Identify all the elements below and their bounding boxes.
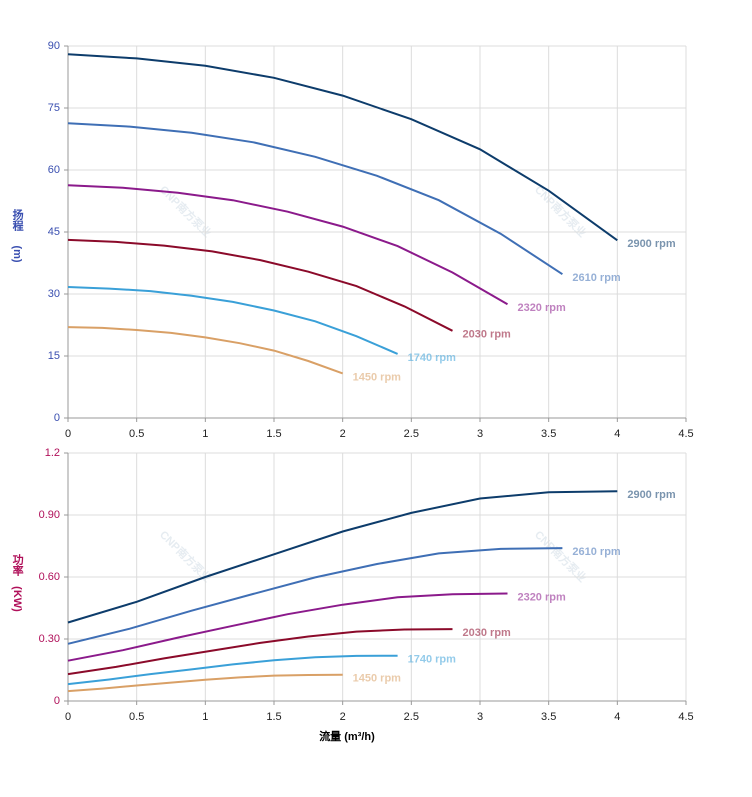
y-tick-label: 45 <box>48 226 60 238</box>
x-tick-label: 0 <box>65 711 71 723</box>
x-tick-label: 3 <box>477 428 483 440</box>
y-tick-label: 15 <box>48 350 60 362</box>
x-tick-label: 3 <box>477 711 483 723</box>
series-label: 2900 rpm <box>627 489 676 501</box>
x-tick-label: 4.5 <box>678 711 693 723</box>
y-tick-label: 75 <box>48 102 60 114</box>
series-label: 2610 rpm <box>572 546 621 558</box>
x-tick-label: 2 <box>340 428 346 440</box>
x-tick-label: 2.5 <box>404 711 419 723</box>
y-tick-label: 60 <box>48 164 60 176</box>
line-series <box>67 654 398 686</box>
x-tick-label: 1 <box>202 428 208 440</box>
series-label: 2610 rpm <box>572 272 621 284</box>
y-tick-label: 0.30 <box>39 633 60 645</box>
line-series <box>67 184 509 306</box>
line-series <box>67 673 343 693</box>
x-tick-label: 1.5 <box>266 711 281 723</box>
x-tick-label: 0.5 <box>129 428 144 440</box>
series-label: 2320 rpm <box>517 302 566 314</box>
line-series <box>67 53 618 242</box>
y-tick-label: 0.90 <box>39 509 60 521</box>
x-tick-label: 4 <box>614 711 620 723</box>
series-label: 2320 rpm <box>517 591 566 603</box>
x-tick-label: 4 <box>614 428 620 440</box>
x-tick-label: 1.5 <box>266 428 281 440</box>
x-tick-label: 2 <box>340 711 346 723</box>
series-label: 1450 rpm <box>353 371 402 383</box>
line-series <box>67 490 618 624</box>
watermark: CNP南方泵业 <box>532 183 589 240</box>
y-tick-label: 90 <box>48 40 60 52</box>
line-series <box>67 286 398 355</box>
series-label: 1740 rpm <box>408 654 457 666</box>
series-label: 2900 rpm <box>627 238 676 250</box>
y-tick-label: 30 <box>48 288 60 300</box>
y-tick-label: 1.2 <box>45 447 60 459</box>
x-tick-label: 2.5 <box>404 428 419 440</box>
x-tick-label: 3.5 <box>541 711 556 723</box>
series-label: 2030 rpm <box>463 329 512 341</box>
series-label: 1740 rpm <box>408 352 457 364</box>
y-axis-unit: (m) <box>11 245 23 262</box>
y-axis-unit: (KW) <box>11 586 23 612</box>
series-label: 1450 rpm <box>353 673 402 685</box>
y-tick-label: 0.60 <box>39 571 60 583</box>
y-axis-label: 功率 <box>11 553 24 577</box>
series-label: 2030 rpm <box>463 627 512 639</box>
line-series <box>67 238 453 332</box>
x-tick-label: 3.5 <box>541 428 556 440</box>
x-tick-label: 4.5 <box>678 428 693 440</box>
line-series <box>67 122 563 276</box>
line-series <box>67 592 508 662</box>
y-axis-label: 扬程 <box>11 208 24 232</box>
y-tick-label: 0 <box>54 695 60 707</box>
line-series <box>67 547 563 645</box>
x-tick-label: 1 <box>202 711 208 723</box>
line-series <box>67 326 344 375</box>
line-series <box>67 628 453 676</box>
y-tick-label: 0 <box>54 412 60 424</box>
x-tick-label: 0 <box>65 428 71 440</box>
x-axis-label: 流量 (m³/h) <box>319 729 375 743</box>
x-tick-label: 0.5 <box>129 711 144 723</box>
